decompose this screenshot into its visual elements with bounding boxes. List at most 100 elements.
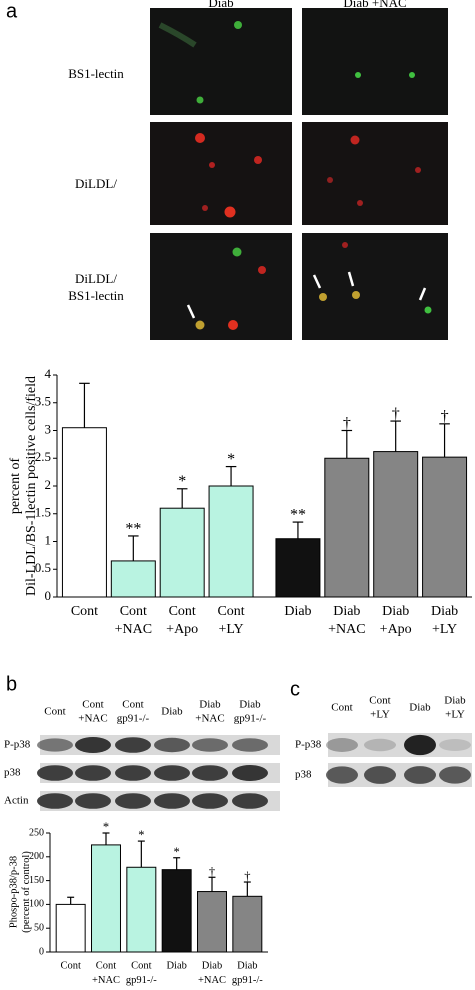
cell — [342, 242, 348, 248]
blot-band — [37, 738, 73, 752]
image — [302, 122, 448, 225]
lane-label: gp91-/- — [234, 713, 267, 725]
bar-annotation: † — [392, 405, 400, 422]
cell — [350, 135, 360, 145]
blot-band — [439, 766, 471, 784]
row-label: p38 — [295, 769, 312, 781]
y-tick-label: 3 — [45, 421, 52, 436]
bar-annotation: ** — [125, 520, 141, 537]
lane-label: Diab — [239, 699, 261, 711]
x-tick-label: +NAC — [115, 622, 152, 637]
y-tick-label: 150 — [29, 875, 44, 886]
cell — [158, 22, 197, 48]
blot-band — [154, 793, 190, 809]
x-tick-label: Diab — [166, 960, 186, 971]
x-tick-label: Cont — [71, 604, 98, 619]
blot-band — [115, 765, 151, 781]
cell — [224, 206, 236, 218]
bar-annotation: * — [178, 473, 186, 490]
blot-band — [37, 765, 73, 781]
y-tick-label: 50 — [34, 922, 44, 933]
row-label: P-p38 — [4, 739, 31, 751]
lane-label: Diab — [409, 702, 431, 714]
y-tick-label: 0 — [39, 946, 44, 957]
y-tick-label: 2.5 — [35, 449, 51, 464]
blot-band — [192, 765, 228, 781]
column-label: Diab — [208, 0, 233, 10]
lane-label: Cont — [122, 699, 143, 711]
y-axis-label: (percent of control) — [21, 851, 32, 933]
lane-label: Diab — [444, 695, 466, 707]
blot-band — [232, 793, 268, 809]
x-tick-label: Cont — [96, 960, 117, 971]
cell — [228, 320, 238, 330]
column-label: Diab +NAC — [343, 0, 406, 10]
y-tick-label: 1.5 — [35, 505, 51, 520]
blot-band — [364, 738, 396, 752]
bar — [232, 895, 263, 953]
bar-annotation: † — [244, 869, 250, 883]
lane-label: Diab — [199, 699, 221, 711]
bar — [197, 891, 227, 953]
blot-band — [75, 765, 111, 781]
cell — [424, 306, 432, 314]
cell — [357, 200, 363, 206]
lane-label: gp91-/- — [117, 713, 150, 725]
bar — [422, 456, 468, 598]
lane-label: Cont — [331, 702, 352, 714]
x-tick-label: +NAC — [328, 622, 365, 637]
x-tick-label: Cont — [60, 960, 81, 971]
y-tick-label: 3.5 — [35, 394, 51, 409]
x-tick-label: +Apo — [380, 622, 412, 637]
x-tick-label: Diab — [237, 960, 257, 971]
bar — [61, 427, 107, 598]
x-tick-label: Cont — [217, 604, 244, 619]
row-label: P-p38 — [295, 739, 322, 751]
blot-band — [154, 737, 190, 753]
blot-band — [232, 765, 268, 781]
y-tick-label: 4 — [45, 366, 52, 381]
bar — [275, 538, 321, 598]
lane-label: Cont — [82, 699, 103, 711]
bar — [126, 866, 157, 953]
image — [150, 233, 292, 340]
image — [150, 8, 292, 115]
cell — [209, 162, 215, 168]
row-label: BS1-lectin — [68, 288, 124, 303]
blot-band — [75, 793, 111, 809]
bar — [55, 903, 86, 953]
x-tick-label: Cont — [120, 604, 147, 619]
blot-band — [115, 793, 151, 809]
y-tick-label: 2 — [45, 477, 52, 492]
lane-label: +NAC — [195, 713, 224, 725]
x-tick-label: Diab — [202, 960, 222, 971]
y-tick-label: 250 — [29, 827, 44, 838]
bar-annotation: † — [209, 864, 215, 878]
row-label: DiLDL/ — [75, 271, 117, 286]
x-tick-label: Cont — [131, 960, 152, 971]
image — [150, 122, 292, 225]
panel-letter: a — [6, 0, 18, 22]
y-axis-label: percent of — [8, 457, 23, 514]
lane-label: +LY — [445, 709, 465, 721]
lane-label: +LY — [370, 709, 390, 721]
bar — [373, 451, 419, 598]
x-tick-label: +NAC — [92, 975, 120, 986]
lane-label: Cont — [44, 706, 65, 718]
row-label: p38 — [4, 767, 21, 779]
blot-band — [326, 766, 358, 784]
x-tick-label: gp91-/- — [126, 975, 157, 986]
x-tick-label: +LY — [432, 622, 457, 637]
blot-band — [115, 737, 151, 753]
bar-annotation: † — [343, 415, 351, 432]
y-tick-label: 0.5 — [35, 560, 51, 575]
blot-strip — [328, 733, 472, 757]
x-tick-label: Diab — [431, 604, 458, 619]
row-label: DiLDL/ — [75, 176, 117, 191]
y-axis-label: Dil-LDL/BS-1lectin positive cells/field — [24, 376, 39, 596]
panel-letter: c — [290, 678, 300, 700]
blot-band — [232, 738, 268, 752]
cell — [196, 96, 204, 104]
cell — [352, 291, 360, 299]
